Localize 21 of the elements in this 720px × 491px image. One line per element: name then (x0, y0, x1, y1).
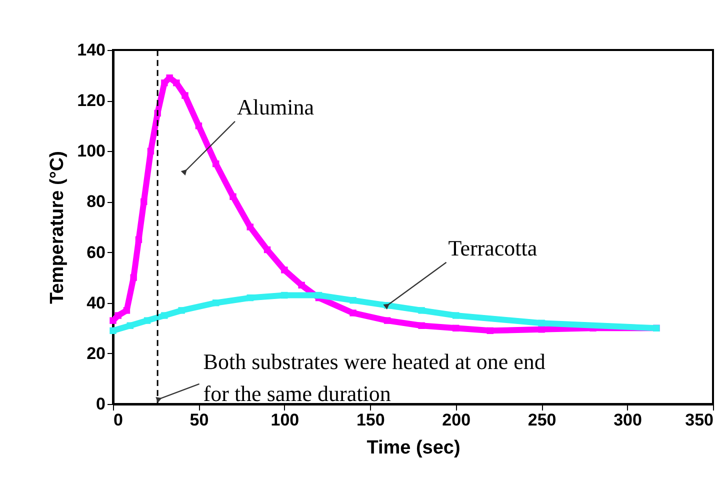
y-tick-label: 20 (86, 344, 106, 363)
y-tick-label: 100 (77, 142, 106, 161)
text: Terracotta (448, 235, 538, 260)
x-tick-label: 0 (114, 410, 123, 430)
x-tick-label: 150 (356, 410, 385, 430)
series-label: Alumina (237, 94, 314, 120)
y-tick-label: 140 (77, 40, 106, 60)
y-tick-label: 60 (86, 242, 106, 262)
x-tick-label: 250 (528, 410, 556, 430)
annotation: Both substrates were heated at one end for the same duration (203, 348, 546, 406)
y-tick-label: 40 (86, 293, 106, 312)
x-tick-label: 200 (442, 410, 471, 430)
x-tick-label: 300 (614, 410, 642, 430)
y-tick-label: 80 (86, 192, 106, 212)
x-tick-label: 100 (270, 410, 300, 430)
x-tick-label: 350 (685, 410, 714, 430)
y-tick-label: 120 (77, 91, 106, 110)
y-axis-title: Temperature (°C) (47, 151, 68, 304)
x-tick-label: 50 (190, 410, 209, 430)
x-axis-title: Time (sec) (366, 438, 460, 458)
y-tick-label: 0 (96, 394, 106, 414)
